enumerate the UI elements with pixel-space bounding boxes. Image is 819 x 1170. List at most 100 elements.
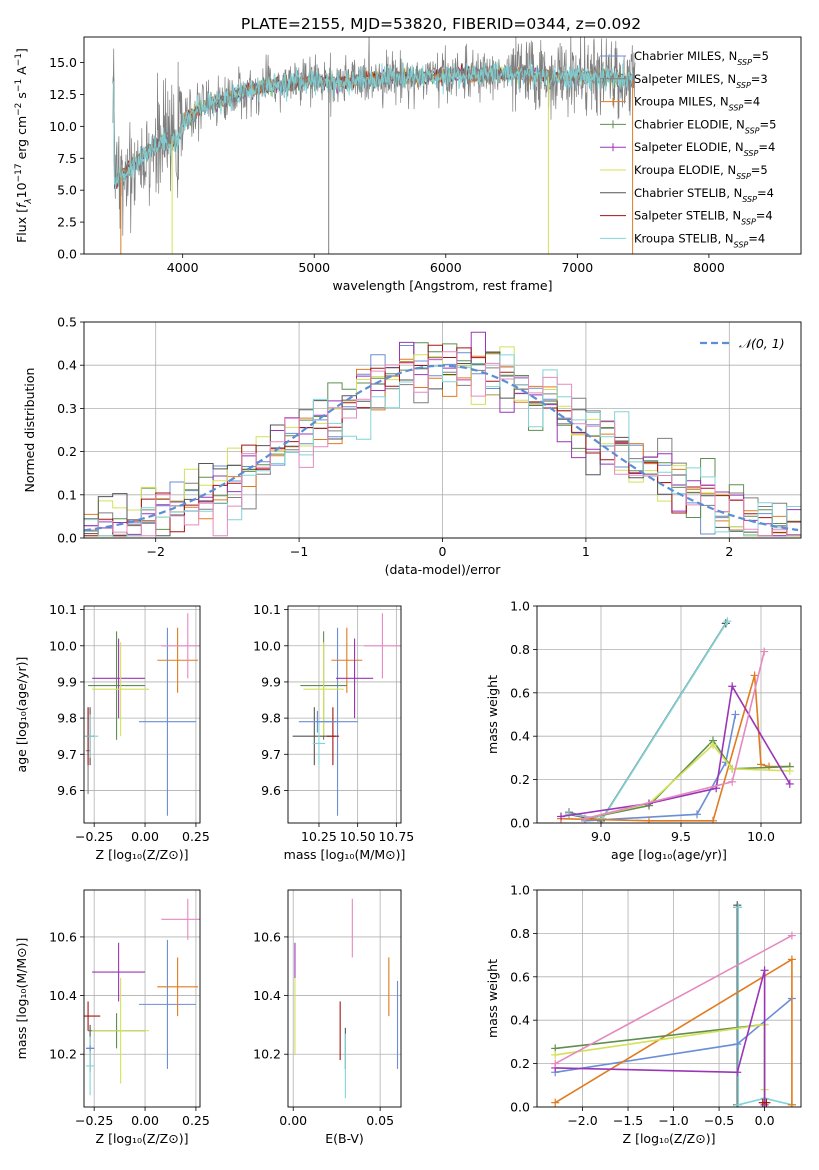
legend-subscript: SSP: [729, 103, 744, 112]
y-axis-label: mass weight: [485, 959, 500, 1038]
x-tick-label: −2.0: [567, 1113, 597, 1128]
y-axis-label-part: −1: [14, 79, 24, 92]
legend-subscript: SSP: [737, 58, 752, 67]
y-tick-label: 0.2: [57, 444, 77, 459]
y-tick-label: 0.4: [510, 729, 530, 744]
axes-frame: −0.25 0.00 0.25 10.2 10.4 10.6 Z [log₁₀(Z/Z⊙)]…: [14, 889, 210, 1146]
x-tick-label: −2: [146, 544, 164, 559]
x-tick-label: 1: [582, 544, 590, 559]
legend-subscript: SSP: [741, 217, 756, 226]
x-tick-label: 10.75: [378, 829, 414, 844]
legend-subscript: SSP: [734, 240, 749, 249]
axes-border: [83, 321, 802, 539]
legend-text: Salpeter ELODIE, N: [634, 140, 744, 154]
legend-text: Salpeter STELIB, N: [634, 209, 741, 223]
plot-area: [294, 898, 399, 1099]
x-tick-label: 9.5: [671, 829, 691, 844]
y-axis-label-part: Flux [: [14, 208, 29, 243]
y-tick-label: 9.7: [57, 747, 77, 762]
legend-text: Kroupa ELODIE, N: [634, 163, 736, 177]
y-tick-label: 0.5: [57, 315, 77, 330]
panel-massweight_vs_age: 9.0 9.5 10.0 0.0 0.2 0.4 0.6 0.8 1.0 age [log₁₀(a…: [485, 599, 802, 862]
x-tick-label: 5000: [298, 260, 330, 275]
y-tick-label: 9.7: [261, 747, 281, 762]
legend-text: =5: [752, 49, 769, 63]
series-line: [737, 907, 793, 1106]
axes-frame: 0.00 0.05 10.2 10.4 10.6 E(B-V): [253, 889, 402, 1146]
x-tick-label: 6000: [430, 260, 462, 275]
x-tick-label: −0.25: [75, 1113, 113, 1128]
legend-entry: Chabrier ELODIE, NSSP=5: [634, 117, 776, 135]
y-tick-label: 10.2: [253, 1047, 281, 1062]
y-tick-label: 9.8: [261, 711, 281, 726]
plot-area: [551, 901, 796, 1107]
legend-text: =4: [748, 231, 765, 245]
y-tick-label: 0.8: [510, 926, 530, 941]
x-tick-label: −0.25: [75, 829, 113, 844]
y-tick-label: 10.6: [253, 929, 281, 944]
legend-subscript: SSP: [744, 149, 759, 158]
y-axis-label: age [log₁₀(age/yr)]: [14, 657, 29, 773]
y-axis-label-part: −2: [14, 103, 24, 116]
axes-frame: 9.0 9.5 10.0 0.0 0.2 0.4 0.6 0.8 1.0 age [log₁₀(a…: [485, 599, 802, 862]
x-tick-label: 0.0: [755, 1113, 775, 1128]
legend: 𝒩(0, 1): [700, 336, 785, 351]
axes-border: [83, 36, 802, 255]
legend-text: Chabrier MILES, N: [634, 49, 737, 63]
y-axis-label-part: f: [14, 202, 29, 208]
x-axis-label: Z [log₁₀(Z/Z⊙)]: [623, 1131, 716, 1146]
y-tick-label: 0.6: [510, 969, 530, 984]
y-tick-label: 0.8: [510, 642, 530, 657]
y-tick-label: 0.4: [510, 1013, 530, 1028]
y-axis-label-part: erg cm: [14, 116, 29, 164]
y-tick-label: 9.9: [57, 674, 77, 689]
x-tick-label: 0.25: [182, 1113, 210, 1128]
legend-text: =5: [751, 163, 768, 177]
y-tick-label: 0.0: [57, 531, 77, 546]
y-tick-label: 1.0: [510, 599, 530, 614]
legend-entry: Kroupa MILES, NSSP=4: [634, 95, 760, 113]
x-axis-label: mass [log₁₀(M/M⊙)]: [284, 847, 406, 862]
axes-border: [536, 605, 802, 824]
y-tick-label: 0.1: [57, 487, 77, 502]
y-axis-label: Normed distribution: [22, 368, 37, 493]
y-axis-label-part: λ: [24, 198, 34, 204]
y-axis-label-part: −17: [14, 163, 24, 182]
axes-frame: −0.25 0.00 0.25 9.6 9.7 9.8 9.9 10.0 10.1 Z [log₁…: [14, 602, 210, 862]
x-tick-label: −1: [290, 544, 308, 559]
panel-age_vs_mass: 10.25 10.50 10.75 9.6 9.7 9.8 9.9 10.0 10.1 mass …: [253, 602, 414, 862]
y-tick-label: 1.0: [510, 883, 530, 898]
x-tick-label: 4000: [167, 260, 199, 275]
y-tick-label: 10.0: [49, 119, 77, 134]
legend-text: Chabrier ELODIE, N: [634, 117, 745, 131]
legend-text: Kroupa MILES, N: [634, 95, 729, 109]
gridlines: [84, 890, 200, 1107]
legend-text: Chabrier STELIB, N: [634, 186, 742, 200]
axes-frame: −2 −1 0 1 2 0.0 0.1 0.2 0.3 0.4 0.5 (data-model)/er…: [22, 315, 802, 577]
y-tick-label: 0.6: [510, 685, 530, 700]
x-axis-label: E(B-V): [325, 1131, 364, 1146]
y-tick-label: 0.4: [57, 358, 77, 373]
y-tick-label: 15.0: [49, 55, 77, 70]
x-tick-label: −0.5: [704, 1113, 734, 1128]
legend-text: =4: [757, 186, 774, 200]
y-tick-label: 9.9: [261, 674, 281, 689]
series-line: [555, 970, 766, 1105]
x-tick-label: −1.5: [613, 1113, 643, 1128]
legend-subscript: SSP: [736, 172, 751, 181]
legend-entry: Kroupa ELODIE, NSSP=5: [634, 163, 768, 181]
y-axis-label-part: s: [14, 92, 29, 103]
y-tick-label: 0.0: [57, 247, 77, 262]
gridlines: [288, 606, 401, 823]
legend-subscript: SSP: [736, 80, 751, 89]
legend-entry: Salpeter STELIB, NSSP=4: [634, 209, 773, 227]
x-tick-label: 10.50: [340, 829, 376, 844]
legend-text: =4: [743, 95, 760, 109]
y-axis-label-part: A: [14, 66, 29, 79]
y-tick-label: 2.5: [57, 215, 77, 230]
axes-frame: 10.25 10.50 10.75 9.6 9.7 9.8 9.9 10.0 10.1 mass …: [253, 602, 414, 862]
axes-frame: 4000 5000 6000 7000 8000 0.0 2.5 5.0 7.5 10.0 12.5…: [14, 36, 802, 293]
panel-age_vs_Z: −0.25 0.00 0.25 9.6 9.7 9.8 9.9 10.0 10.1 Z [log₁…: [14, 602, 210, 862]
